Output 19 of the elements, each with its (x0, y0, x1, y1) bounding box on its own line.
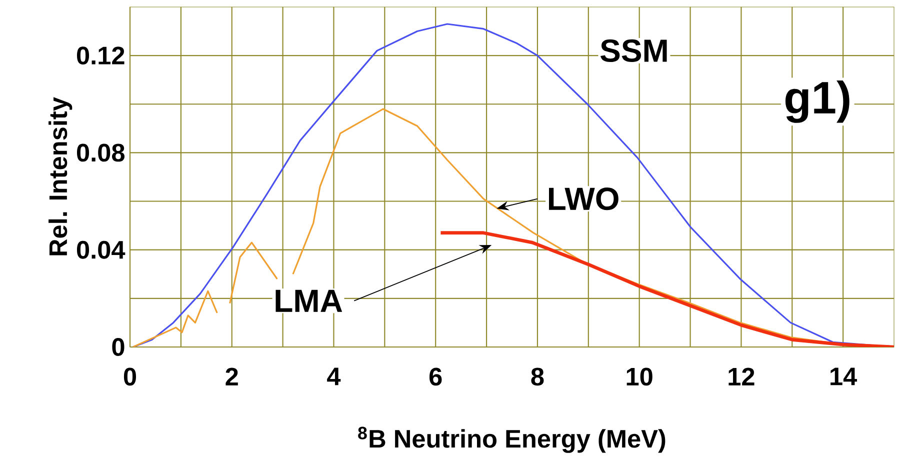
annotation: g1) (785, 80, 850, 123)
line-series (439, 231, 894, 347)
text: LMA (276, 290, 342, 312)
x-axis-title: $^{8}$B Neutrino Energy (MeV) (358, 426, 666, 453)
x-tick-label: 4 (327, 368, 341, 386)
x-tick-label: 6 (429, 368, 442, 386)
y-axis-title: Rel. Intensity (48, 97, 72, 256)
y-tick-label: 0.12 (76, 46, 124, 65)
y-tick-label: 0 (112, 338, 124, 356)
x-tick-label: 12 (728, 368, 754, 386)
series-label: LWO (549, 188, 618, 210)
x-tick-label: 10 (626, 368, 652, 386)
y-tick-label: 0.08 (76, 144, 124, 162)
y-tick-label: 0.04 (76, 240, 126, 259)
series-label: SSM (600, 39, 667, 62)
x-tick-label: 0 (124, 368, 136, 386)
x-tick-label: 2 (226, 368, 238, 386)
x-tick-label: 8 (531, 368, 544, 386)
x-tick-label: 14 (830, 368, 858, 386)
